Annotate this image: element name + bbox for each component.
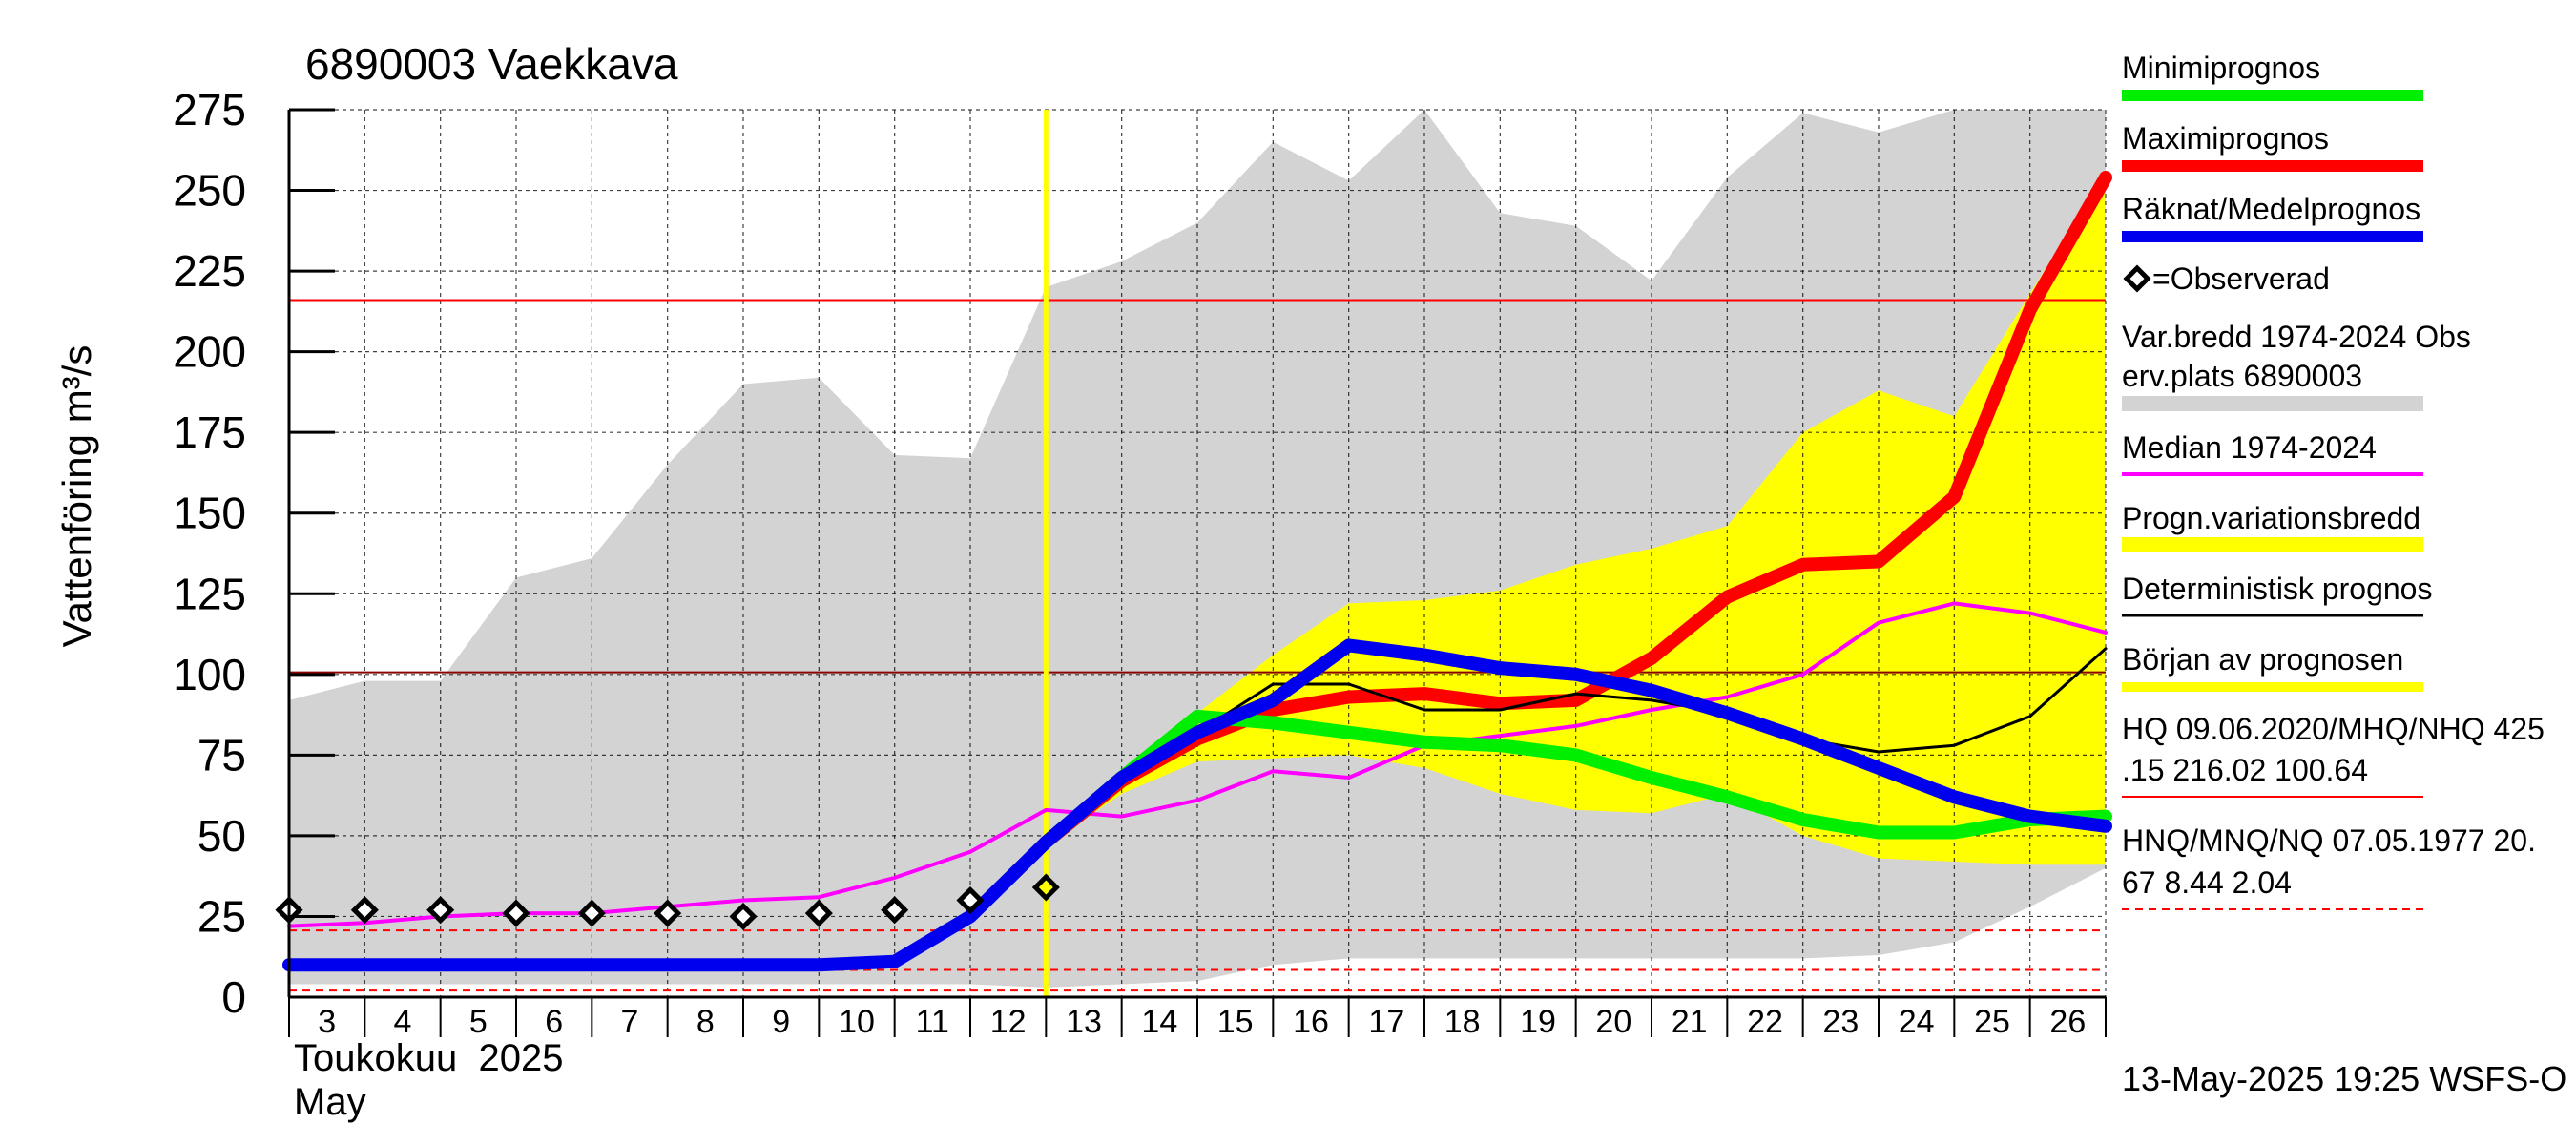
- x-tick-label: 22: [1747, 1004, 1783, 1040]
- legend-label: Deterministisk prognos: [2122, 572, 2432, 606]
- plot-area: [275, 109, 2112, 999]
- x-tick-label: 16: [1293, 1004, 1329, 1040]
- x-tick-label: 20: [1595, 1004, 1631, 1040]
- legend-label: HQ 09.06.2020/MHQ/NHQ 425: [2122, 712, 2545, 746]
- x-tick-label: 6: [545, 1004, 563, 1040]
- legend-label: Minimiprognos: [2122, 51, 2320, 85]
- observed-point: [502, 899, 530, 927]
- observed-point: [426, 896, 455, 925]
- y-tick-label: 200: [173, 327, 246, 377]
- legend-item-median: Median 1974-2024: [2122, 430, 2423, 476]
- x-tick-label: 18: [1444, 1004, 1481, 1040]
- legend-label: Maximiprognos: [2122, 121, 2329, 156]
- x-month-label: Toukokuu 2025: [294, 1037, 563, 1079]
- legend-label: Progn.variationsbredd: [2122, 501, 2420, 535]
- x-tick-label: 3: [318, 1004, 336, 1040]
- forecast-range-area: [1046, 174, 2106, 865]
- series-lines: [282, 171, 2112, 972]
- x-month-label-en: May: [294, 1081, 366, 1123]
- x-tick-label: 26: [2049, 1004, 2086, 1040]
- observed-point: [654, 899, 682, 927]
- legend-label: HNQ/MNQ/NQ 07.05.1977 20.: [2122, 823, 2536, 858]
- legend-item-prog_band: Progn.variationsbredd: [2122, 501, 2423, 552]
- legend-item-mean: Räknat/Medelprognos: [2122, 192, 2423, 242]
- observed-point: [350, 896, 379, 925]
- observed-point: [804, 899, 833, 927]
- legend-observed-marker: [2123, 264, 2151, 293]
- legend-label: Var.bredd 1974-2024 Obs: [2122, 320, 2471, 354]
- y-tick-label: 275: [173, 85, 246, 135]
- x-tick-label: 24: [1899, 1004, 1935, 1040]
- legend-item-hq: HQ 09.06.2020/MHQ/NHQ 425 .15 216.02 100.…: [2122, 712, 2545, 798]
- chart-title: 6890003 Vaekkava: [305, 39, 678, 89]
- legend-label: Median 1974-2024: [2122, 430, 2377, 465]
- x-tick-label: 19: [1520, 1004, 1556, 1040]
- x-tick-label: 5: [469, 1004, 488, 1040]
- legend-item-min: Minimiprognos: [2122, 51, 2423, 101]
- x-tick-label: 15: [1217, 1004, 1254, 1040]
- legend-label: Början av prognosen: [2122, 642, 2403, 677]
- y-tick-label: 225: [173, 246, 246, 296]
- y-axis-label: Vattenföring m³/s: [54, 345, 99, 648]
- legend-item-forecast_start: Början av prognosen: [2122, 642, 2423, 692]
- x-tick-label: 11: [916, 1004, 949, 1040]
- x-tick-label: 21: [1672, 1004, 1708, 1040]
- y-tick-label: 125: [173, 569, 246, 618]
- x-tick-label: 8: [696, 1004, 715, 1040]
- observed-point: [729, 902, 758, 930]
- observed-point: [956, 886, 985, 915]
- y-tick-label: 150: [173, 489, 246, 538]
- y-tick-label: 250: [173, 166, 246, 216]
- x-tick-label: 14: [1141, 1004, 1177, 1040]
- legend: Minimiprognos Maximiprognos Räknat/Medelpr…: [2122, 51, 2545, 910]
- legend-item-obs: =Observerad: [2123, 261, 2330, 296]
- x-tick-label: 25: [1974, 1004, 2010, 1040]
- y-tick-label: 100: [173, 650, 246, 699]
- legend-item-deterministic: Deterministisk prognos: [2122, 572, 2432, 617]
- legend-label-line2: erv.plats 6890003: [2122, 359, 2362, 393]
- x-tick-label: 7: [621, 1004, 639, 1040]
- y-axis-ticks: 0 25 50 75 100 125 150 175 200 225 250 275: [173, 85, 335, 1022]
- legend-label: =Observerad: [2152, 261, 2330, 296]
- legend-item-max: Maximiprognos: [2122, 121, 2423, 172]
- x-tick-label: 17: [1368, 1004, 1404, 1040]
- x-tick-label: 12: [990, 1004, 1027, 1040]
- footer-timestamp: 13-May-2025 19:25 WSFS-O: [2122, 1059, 2566, 1098]
- legend-label-line2: .15 216.02 100.64: [2122, 753, 2368, 787]
- forecast-range-band: [1046, 174, 2106, 865]
- series-mean: [282, 638, 2112, 972]
- x-axis-ticks: 3 4 5 6 7 8 9 10 11 12 13 14 15 16 17 18 19 20 21 22 23 24 25 2…: [288, 997, 2107, 1040]
- legend-item-range_band: Var.bredd 1974-2024 Obs erv.plats 6890003: [2122, 320, 2471, 411]
- y-tick-label: 25: [197, 891, 246, 941]
- legend-item-nq: HNQ/MNQ/NQ 07.05.1977 20. 67 8.44 2.04: [2122, 823, 2536, 910]
- y-tick-label: 175: [173, 407, 246, 457]
- legend-label-line2: 67 8.44 2.04: [2122, 865, 2292, 900]
- x-tick-label: 13: [1066, 1004, 1102, 1040]
- x-tick-label: 4: [394, 1004, 412, 1040]
- x-tick-label: 10: [839, 1004, 875, 1040]
- series-max: [1039, 171, 2112, 849]
- observed-point: [881, 896, 909, 925]
- legend-label: Räknat/Medelprognos: [2122, 192, 2420, 226]
- observed-point: [1031, 873, 1060, 902]
- observed-point: [577, 899, 606, 927]
- x-tick-label: 23: [1822, 1004, 1859, 1040]
- x-tick-label: 9: [772, 1004, 790, 1040]
- y-tick-label: 75: [197, 730, 246, 780]
- y-tick-label: 0: [221, 972, 246, 1022]
- y-tick-label: 50: [197, 811, 246, 861]
